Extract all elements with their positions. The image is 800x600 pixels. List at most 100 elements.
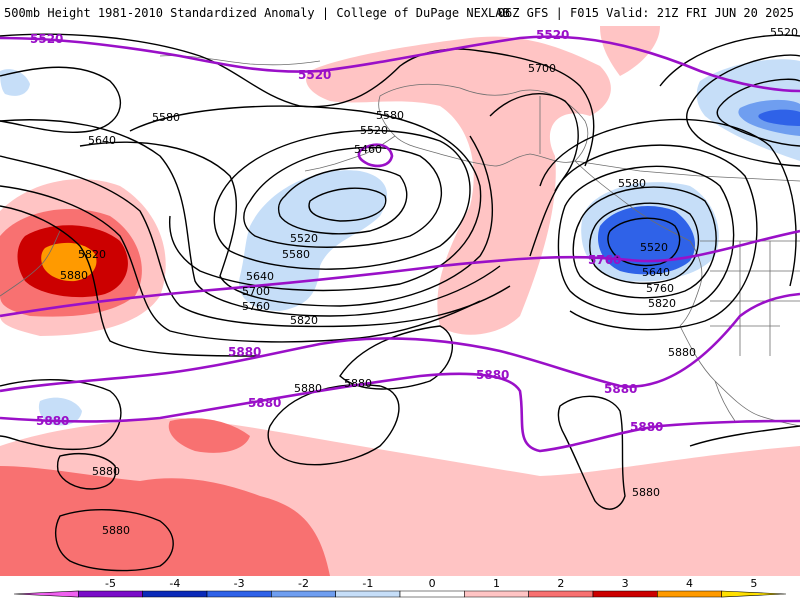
- black-contour-label: 5700: [242, 285, 270, 298]
- contour-5880-center2: [339, 325, 454, 390]
- black-contour-label: 5880: [102, 524, 130, 537]
- colorbar-bin: [721, 590, 787, 598]
- map-title: 500mb Height 1981-2010 Standardized Anom…: [4, 6, 510, 20]
- us-state-borders: [700, 240, 800, 356]
- colorbar-tick-label: 2: [557, 577, 564, 590]
- contour-hudson-1: [716, 78, 800, 147]
- contour-ridge-center: [489, 93, 579, 257]
- anomaly-shading: [0, 26, 800, 576]
- black-contour-label: 5700: [528, 62, 556, 75]
- contour-low-4: [213, 129, 471, 270]
- black-contour-label: 5880: [632, 486, 660, 499]
- colorbar-tick-label: 4: [686, 577, 693, 590]
- black-contour-label: 5880: [668, 346, 696, 359]
- black-contour-label: 5820: [648, 297, 676, 310]
- purple-contour-label: 5520: [30, 32, 63, 46]
- neg-anomaly-aleutian-low: [239, 170, 388, 311]
- contour-pnw-5: [554, 144, 758, 331]
- black-contour-label: 5820: [290, 314, 318, 327]
- anomaly-map: 5580 5640 5580 5520 5460 5700 5520 5580 5640 5700…: [0, 26, 800, 576]
- black-contour-label: 5580: [152, 111, 180, 124]
- black-contour-label: 5820: [78, 248, 106, 261]
- pos-anomaly-south-mid: [168, 418, 250, 453]
- colorbar-bin: [13, 590, 79, 598]
- contour-pnw-2: [589, 202, 700, 284]
- colorbar-bin: [142, 590, 208, 598]
- contour-low-3: [243, 146, 443, 248]
- bc-coast: [574, 160, 703, 327]
- kamchatka: [0, 230, 61, 297]
- purple-5880: [0, 292, 800, 393]
- colorbar-tick-label: 5: [750, 577, 757, 590]
- black-contour-label: 5520: [640, 241, 668, 254]
- purple-5520-north: [0, 35, 800, 93]
- contour-5700-a: [0, 119, 501, 317]
- colorbar-bins: [13, 590, 787, 598]
- colorbar-bin: [271, 590, 336, 598]
- colorbar-bin: [78, 590, 143, 598]
- black-contour-label: 5880: [344, 377, 372, 390]
- neg-anomaly-south-small: [38, 397, 82, 426]
- black-contour-label: 5580: [282, 248, 310, 261]
- black-contour-label: 5520: [360, 124, 388, 137]
- alaska-coast: [378, 83, 589, 167]
- colorbar-bin: [657, 590, 722, 598]
- colorbar-tick-label: -5: [105, 577, 116, 590]
- colorbar-bin: [335, 590, 401, 598]
- colorbar-tick-label: 0: [429, 577, 436, 590]
- colorbar-bin: [528, 590, 594, 598]
- black-contour-label: 5640: [642, 266, 670, 279]
- purple-5880-south: [0, 372, 800, 453]
- pos-anomaly-south-dark: [0, 466, 330, 576]
- colorbar-tick-label: -1: [362, 577, 373, 590]
- black-contour-label: 5640: [246, 270, 274, 283]
- title-bar: 500mb Height 1981-2010 Standardized Anom…: [0, 0, 800, 26]
- colorbar-tick-label: -4: [169, 577, 180, 590]
- purple-contour-label: 5880: [228, 345, 261, 359]
- black-contour-label: 5760: [646, 282, 674, 295]
- contour-5820-a: [0, 185, 481, 343]
- black-contour-label: 5460: [354, 143, 382, 156]
- contour-pnw-1: [607, 217, 681, 267]
- contour-hudson-2: [686, 54, 800, 167]
- purple-contour-label: 5880: [630, 420, 663, 434]
- contour-5880-s: [56, 453, 117, 490]
- colorbar-bin: [399, 590, 465, 598]
- canada-border: [539, 96, 800, 182]
- purple-contour-label: 5880: [604, 382, 637, 396]
- colorbar-bin: [206, 590, 272, 598]
- colorbar-tick-label: 3: [622, 577, 629, 590]
- contour-5880-west: [0, 205, 261, 357]
- contour-low-2: [277, 167, 408, 235]
- height-contours-purple: [0, 35, 800, 453]
- colorbar-tick-label: -3: [234, 577, 245, 590]
- colorbar-ticks: -5 -4 -3 -2 -1 0 1 2 3 4 5: [105, 577, 757, 590]
- run-info: 06Z GFS | F015 Valid: 21Z FRI JUN 20 202…: [497, 6, 794, 20]
- contour-5880-subtropic: [0, 379, 122, 451]
- pos-anomaly-alaska: [600, 26, 660, 76]
- black-contour-label: 5580: [618, 177, 646, 190]
- contour-pnw-4: [557, 165, 735, 316]
- purple-contour-label: 5880: [248, 396, 281, 410]
- purple-contour-label: 5520: [536, 28, 569, 42]
- contour-labels-black: 5580 5640 5580 5520 5460 5700 5520 5580 5640 5700…: [60, 26, 798, 537]
- contour-labels-purple: 5520 5520 5520 5760 5880 5880 5880 5880 5880 5880: [30, 28, 663, 434]
- colorbar-tick-label: -2: [298, 577, 309, 590]
- purple-contour-label: 5760: [588, 253, 621, 267]
- contour-low-center: [308, 187, 387, 222]
- contour-5760-a: [0, 155, 511, 328]
- purple-contour-label: 5880: [36, 414, 69, 428]
- black-contour-label: 5640: [88, 134, 116, 147]
- contour-5640-a: [79, 135, 494, 307]
- neg-anomaly-west-small: [0, 69, 30, 96]
- contour-5580-a: [129, 105, 482, 292]
- height-contours-black: [0, 33, 800, 572]
- colorbar-bin: [464, 590, 529, 598]
- black-contour-label: 5580: [376, 109, 404, 122]
- purple-5760: [0, 229, 800, 318]
- pos-anomaly-west-core: [41, 242, 97, 282]
- contour-pnw-3: [572, 186, 717, 299]
- contour-5880-sw: [54, 509, 174, 572]
- contour-pnw-outer: [539, 118, 797, 287]
